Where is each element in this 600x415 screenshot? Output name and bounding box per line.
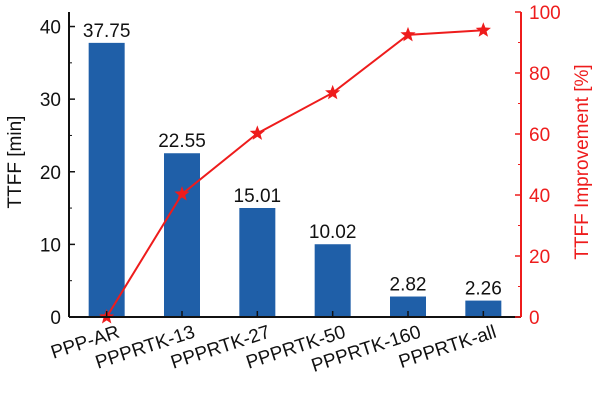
bar [465, 300, 502, 317]
bar-value-label: 2.26 [465, 279, 502, 300]
y-tick-label: 20 [40, 163, 61, 184]
bar [88, 42, 125, 317]
bar-value-label: 22.55 [158, 131, 206, 152]
axes [68, 12, 522, 318]
y2-tick-label: 0 [529, 308, 540, 329]
star-marker [249, 125, 265, 140]
star-marker [325, 84, 341, 100]
bar [164, 153, 200, 317]
y2-tick-label: 40 [529, 186, 550, 207]
improvement-series [99, 22, 491, 324]
bar-value-label: 37.75 [83, 21, 131, 42]
bar-series [88, 42, 502, 317]
left-y-axis-label: TTFF [min] [5, 116, 26, 209]
y-tick-label: 0 [50, 308, 61, 329]
star-marker [400, 26, 416, 42]
bar-value-label: 2.82 [390, 275, 427, 296]
bar-value-labels: 37.75 22.55 15.01 10.02 2.82 2.26 [83, 21, 502, 300]
bar-value-label: 10.02 [309, 222, 357, 243]
star-marker [174, 186, 190, 201]
y-tick-label: 40 [40, 18, 61, 39]
y2-tick-label: 20 [529, 247, 550, 268]
bar [314, 244, 351, 317]
star-marker [475, 22, 491, 37]
bar [390, 296, 426, 317]
y-tick-label: 10 [40, 235, 61, 256]
y2-tick-label: 80 [529, 64, 550, 85]
improvement-line [105, 29, 484, 318]
bar [239, 207, 276, 317]
y2-tick-label: 60 [529, 125, 550, 146]
left-y-ticks: 0 10 20 30 40 [40, 18, 75, 329]
y-tick-label: 30 [40, 90, 61, 111]
right-y-ticks: 0 20 40 60 80 100 [515, 3, 561, 329]
bar-value-label: 15.01 [234, 186, 282, 207]
right-y-axis-label: TTFF Improvement [%] [572, 64, 593, 259]
y2-tick-label: 100 [529, 3, 561, 24]
x-tick-labels: PPP-ARPPPRTK-13PPPRTK-27PPPRTK-50PPPRTK-… [48, 322, 498, 377]
